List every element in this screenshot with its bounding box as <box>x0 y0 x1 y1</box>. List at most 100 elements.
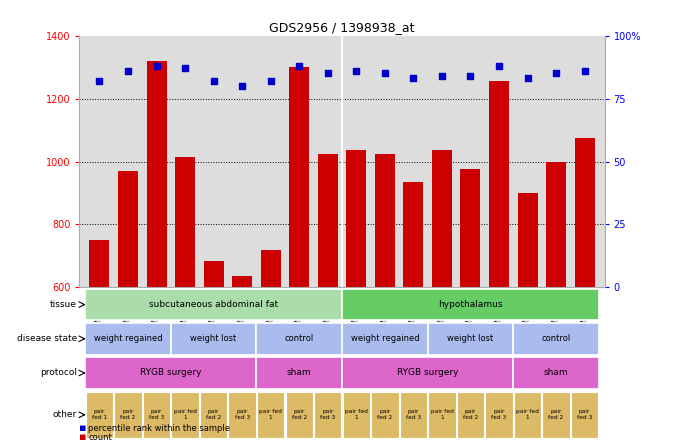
Point <box>294 62 305 69</box>
Point <box>94 77 105 84</box>
Point <box>465 72 476 79</box>
Text: RYGB surgery: RYGB surgery <box>397 369 458 377</box>
Bar <box>232 277 252 287</box>
Bar <box>399 392 427 438</box>
Bar <box>85 357 256 388</box>
Bar <box>318 154 338 287</box>
Bar <box>343 392 370 438</box>
Bar <box>575 138 595 287</box>
Bar <box>546 162 566 287</box>
Point <box>579 67 590 74</box>
Text: pair
fed 2: pair fed 2 <box>120 409 135 420</box>
Bar <box>85 289 342 320</box>
Bar <box>375 154 395 287</box>
Text: RYGB surgery: RYGB surgery <box>140 369 202 377</box>
Text: other: other <box>53 410 77 419</box>
Text: pair fed
1: pair fed 1 <box>259 409 282 420</box>
Bar <box>86 392 113 438</box>
Text: percentile rank within the sample: percentile rank within the sample <box>88 424 230 433</box>
Point <box>151 62 162 69</box>
Text: weight regained: weight regained <box>350 334 419 343</box>
Point <box>493 62 504 69</box>
Text: sham: sham <box>287 369 312 377</box>
Point <box>122 67 133 74</box>
Bar <box>171 323 256 354</box>
Bar <box>404 182 424 287</box>
Point <box>551 70 562 77</box>
Bar <box>85 323 171 354</box>
Text: pair
fed 3: pair fed 3 <box>149 409 164 420</box>
Text: protocol: protocol <box>40 369 77 377</box>
Bar <box>514 392 541 438</box>
Text: pair
fed 3: pair fed 3 <box>320 409 335 420</box>
Text: pair
fed 2: pair fed 2 <box>463 409 478 420</box>
Text: pair fed
1: pair fed 1 <box>430 409 453 420</box>
Bar <box>542 392 570 438</box>
Point <box>265 77 276 84</box>
Bar <box>342 357 513 388</box>
Text: weight lost: weight lost <box>191 334 237 343</box>
Bar <box>118 171 138 287</box>
Text: control: control <box>285 334 314 343</box>
Bar <box>518 193 538 287</box>
Text: pair
fed 3: pair fed 3 <box>577 409 592 420</box>
Text: control: control <box>542 334 571 343</box>
Text: pair fed
1: pair fed 1 <box>516 409 539 420</box>
Bar <box>428 323 513 354</box>
Text: pair
fed 2: pair fed 2 <box>292 409 307 420</box>
Point <box>408 75 419 82</box>
Point <box>208 77 219 84</box>
Text: count: count <box>88 433 112 442</box>
Point <box>322 70 333 77</box>
Bar <box>571 392 598 438</box>
Bar <box>175 157 195 287</box>
Bar <box>346 151 366 287</box>
Text: pair
fed 3: pair fed 3 <box>406 409 421 420</box>
Bar <box>204 261 224 287</box>
Bar <box>229 392 256 438</box>
Text: pair
fed 3: pair fed 3 <box>491 409 507 420</box>
Text: pair
fed 1: pair fed 1 <box>92 409 107 420</box>
Bar <box>89 240 109 287</box>
Text: disease state: disease state <box>17 334 77 343</box>
Text: ▪: ▪ <box>79 423 87 433</box>
Text: sham: sham <box>544 369 569 377</box>
Bar <box>256 323 342 354</box>
Text: pair
fed 3: pair fed 3 <box>234 409 249 420</box>
Bar <box>485 392 513 438</box>
Bar <box>457 392 484 438</box>
Text: pair fed
1: pair fed 1 <box>173 409 196 420</box>
Bar <box>489 81 509 287</box>
Text: ▪: ▪ <box>79 432 87 442</box>
Bar <box>513 357 599 388</box>
Bar <box>342 289 599 320</box>
Text: weight lost: weight lost <box>447 334 493 343</box>
Bar <box>257 392 285 438</box>
Bar <box>146 61 167 287</box>
Title: GDS2956 / 1398938_at: GDS2956 / 1398938_at <box>269 21 415 34</box>
Point <box>236 82 247 89</box>
Bar <box>314 392 341 438</box>
Bar <box>261 250 281 287</box>
Bar <box>171 392 199 438</box>
Point <box>522 75 533 82</box>
Bar <box>460 169 480 287</box>
Text: pair fed
1: pair fed 1 <box>345 409 368 420</box>
Text: pair
fed 2: pair fed 2 <box>206 409 221 420</box>
Bar <box>432 151 452 287</box>
Text: pair
fed 2: pair fed 2 <box>549 409 564 420</box>
Bar <box>371 392 399 438</box>
Point <box>351 67 362 74</box>
Text: tissue: tissue <box>50 300 77 309</box>
Text: weight regained: weight regained <box>94 334 162 343</box>
Bar <box>256 357 342 388</box>
Bar <box>290 67 310 287</box>
Bar <box>200 392 227 438</box>
Text: subcutaneous abdominal fat: subcutaneous abdominal fat <box>149 300 278 309</box>
Text: pair
fed 2: pair fed 2 <box>377 409 392 420</box>
Point <box>180 65 191 72</box>
Bar <box>428 392 455 438</box>
Point <box>379 70 390 77</box>
Bar <box>114 392 142 438</box>
Bar <box>143 392 170 438</box>
